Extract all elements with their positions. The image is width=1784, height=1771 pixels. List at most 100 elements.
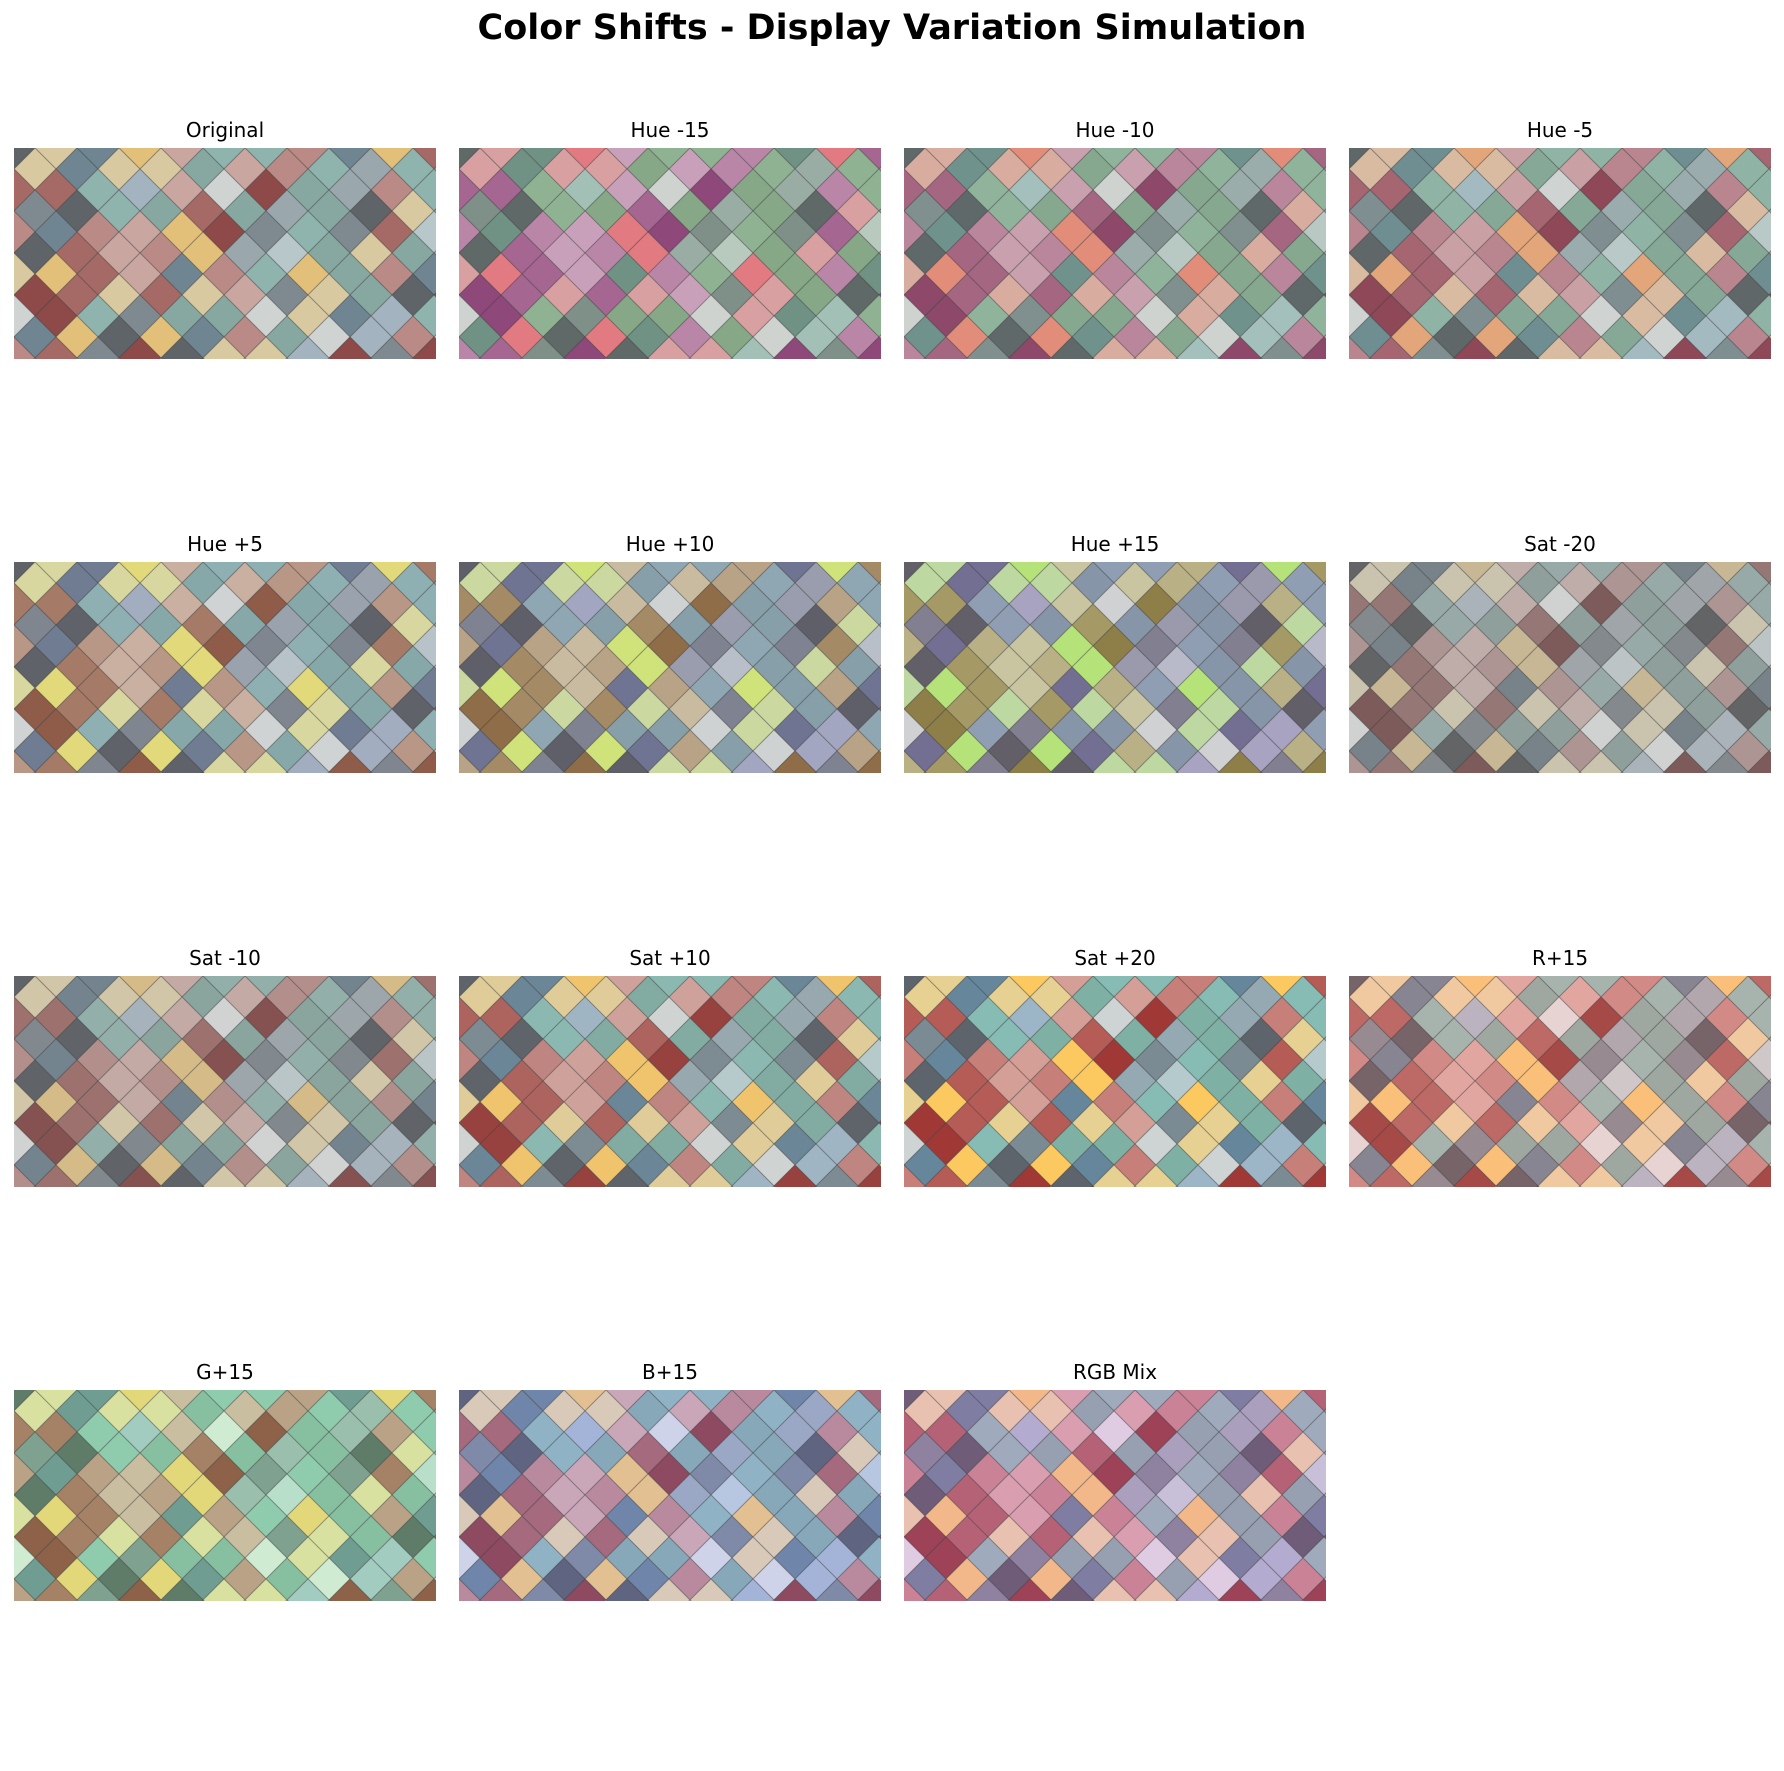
panel-0: Original [14, 118, 436, 359]
tile [1494, 771, 1498, 773]
tile [327, 357, 331, 359]
tile [14, 708, 36, 752]
tile [479, 336, 523, 359]
tile [328, 1164, 372, 1187]
tile-image [459, 1390, 881, 1601]
tile [243, 1599, 247, 1601]
tile [904, 168, 926, 212]
tile [1349, 1080, 1371, 1124]
tile [1176, 1164, 1220, 1187]
panel-9: Sat +10 [459, 946, 881, 1187]
tile [689, 1164, 733, 1187]
tile [878, 1534, 881, 1540]
tile [1411, 1164, 1455, 1187]
tile [1217, 1185, 1221, 1187]
tile [878, 1450, 881, 1456]
tile [1768, 292, 1771, 298]
tile [327, 771, 331, 773]
tile [857, 336, 881, 359]
panel-title: B+15 [642, 1360, 698, 1384]
tile [117, 1185, 121, 1187]
tile [730, 1599, 734, 1601]
tile [563, 1578, 607, 1601]
tile [1746, 1185, 1750, 1187]
tile [966, 1578, 1010, 1601]
tile [1704, 357, 1708, 359]
tile [459, 708, 481, 752]
tile [772, 357, 776, 359]
tile [286, 1164, 330, 1187]
tile [14, 1164, 36, 1187]
tile [76, 1164, 120, 1187]
tile [201, 1185, 205, 1187]
tile [1008, 1578, 1052, 1601]
tile [1092, 1164, 1136, 1187]
tile [286, 750, 330, 773]
tile [1768, 208, 1771, 214]
tile [904, 1080, 926, 1124]
tile [1349, 1164, 1371, 1187]
tile [117, 357, 121, 359]
tile [731, 750, 775, 773]
tile [521, 336, 565, 359]
tile [286, 1578, 330, 1601]
tile [772, 1185, 776, 1187]
tile [773, 336, 817, 359]
tile [1007, 1599, 1011, 1601]
tile [688, 771, 692, 773]
tile [1768, 664, 1771, 670]
tile [1620, 357, 1624, 359]
tile [459, 1452, 481, 1496]
panel-title: Hue +10 [625, 532, 715, 556]
tile [160, 750, 204, 773]
tile [479, 1164, 523, 1187]
tile-image [904, 148, 1326, 359]
tile [1007, 1185, 1011, 1187]
tile [1662, 771, 1666, 773]
tile [243, 771, 247, 773]
tile [1349, 1038, 1371, 1082]
tile [878, 580, 881, 586]
tile [1323, 250, 1326, 256]
tile [14, 582, 36, 626]
tile [433, 664, 436, 670]
tile [904, 1164, 926, 1187]
tile-image [14, 1390, 436, 1601]
tile [14, 1578, 36, 1601]
tile [14, 1410, 36, 1454]
tile [34, 1164, 78, 1187]
tile [459, 582, 481, 626]
tile [33, 357, 37, 359]
tile [159, 771, 163, 773]
tile [1323, 1036, 1326, 1042]
tile [1536, 357, 1540, 359]
tile [1768, 1078, 1771, 1084]
tile [1218, 336, 1262, 359]
panel-title: Sat +20 [1074, 946, 1156, 970]
tile [1092, 336, 1136, 359]
tile [433, 250, 436, 256]
tile [1704, 1185, 1708, 1187]
tile [1323, 208, 1326, 214]
tile [433, 706, 436, 712]
tile [75, 1599, 79, 1601]
tile [202, 750, 246, 773]
tile [1495, 336, 1539, 359]
tile [904, 1410, 926, 1454]
tile [878, 748, 881, 754]
tile [117, 771, 121, 773]
tile [433, 1534, 436, 1540]
tile [1768, 1120, 1771, 1126]
panel-title: Sat -20 [1524, 532, 1596, 556]
tile [923, 1599, 927, 1601]
tile [772, 771, 776, 773]
tile [1260, 750, 1304, 773]
tile [1349, 1122, 1371, 1166]
tile [923, 1185, 927, 1187]
tile [1260, 336, 1304, 359]
tile [1092, 1578, 1136, 1601]
tile [966, 336, 1010, 359]
tile [1134, 1578, 1178, 1601]
tile [1323, 1120, 1326, 1126]
tile [459, 666, 481, 710]
